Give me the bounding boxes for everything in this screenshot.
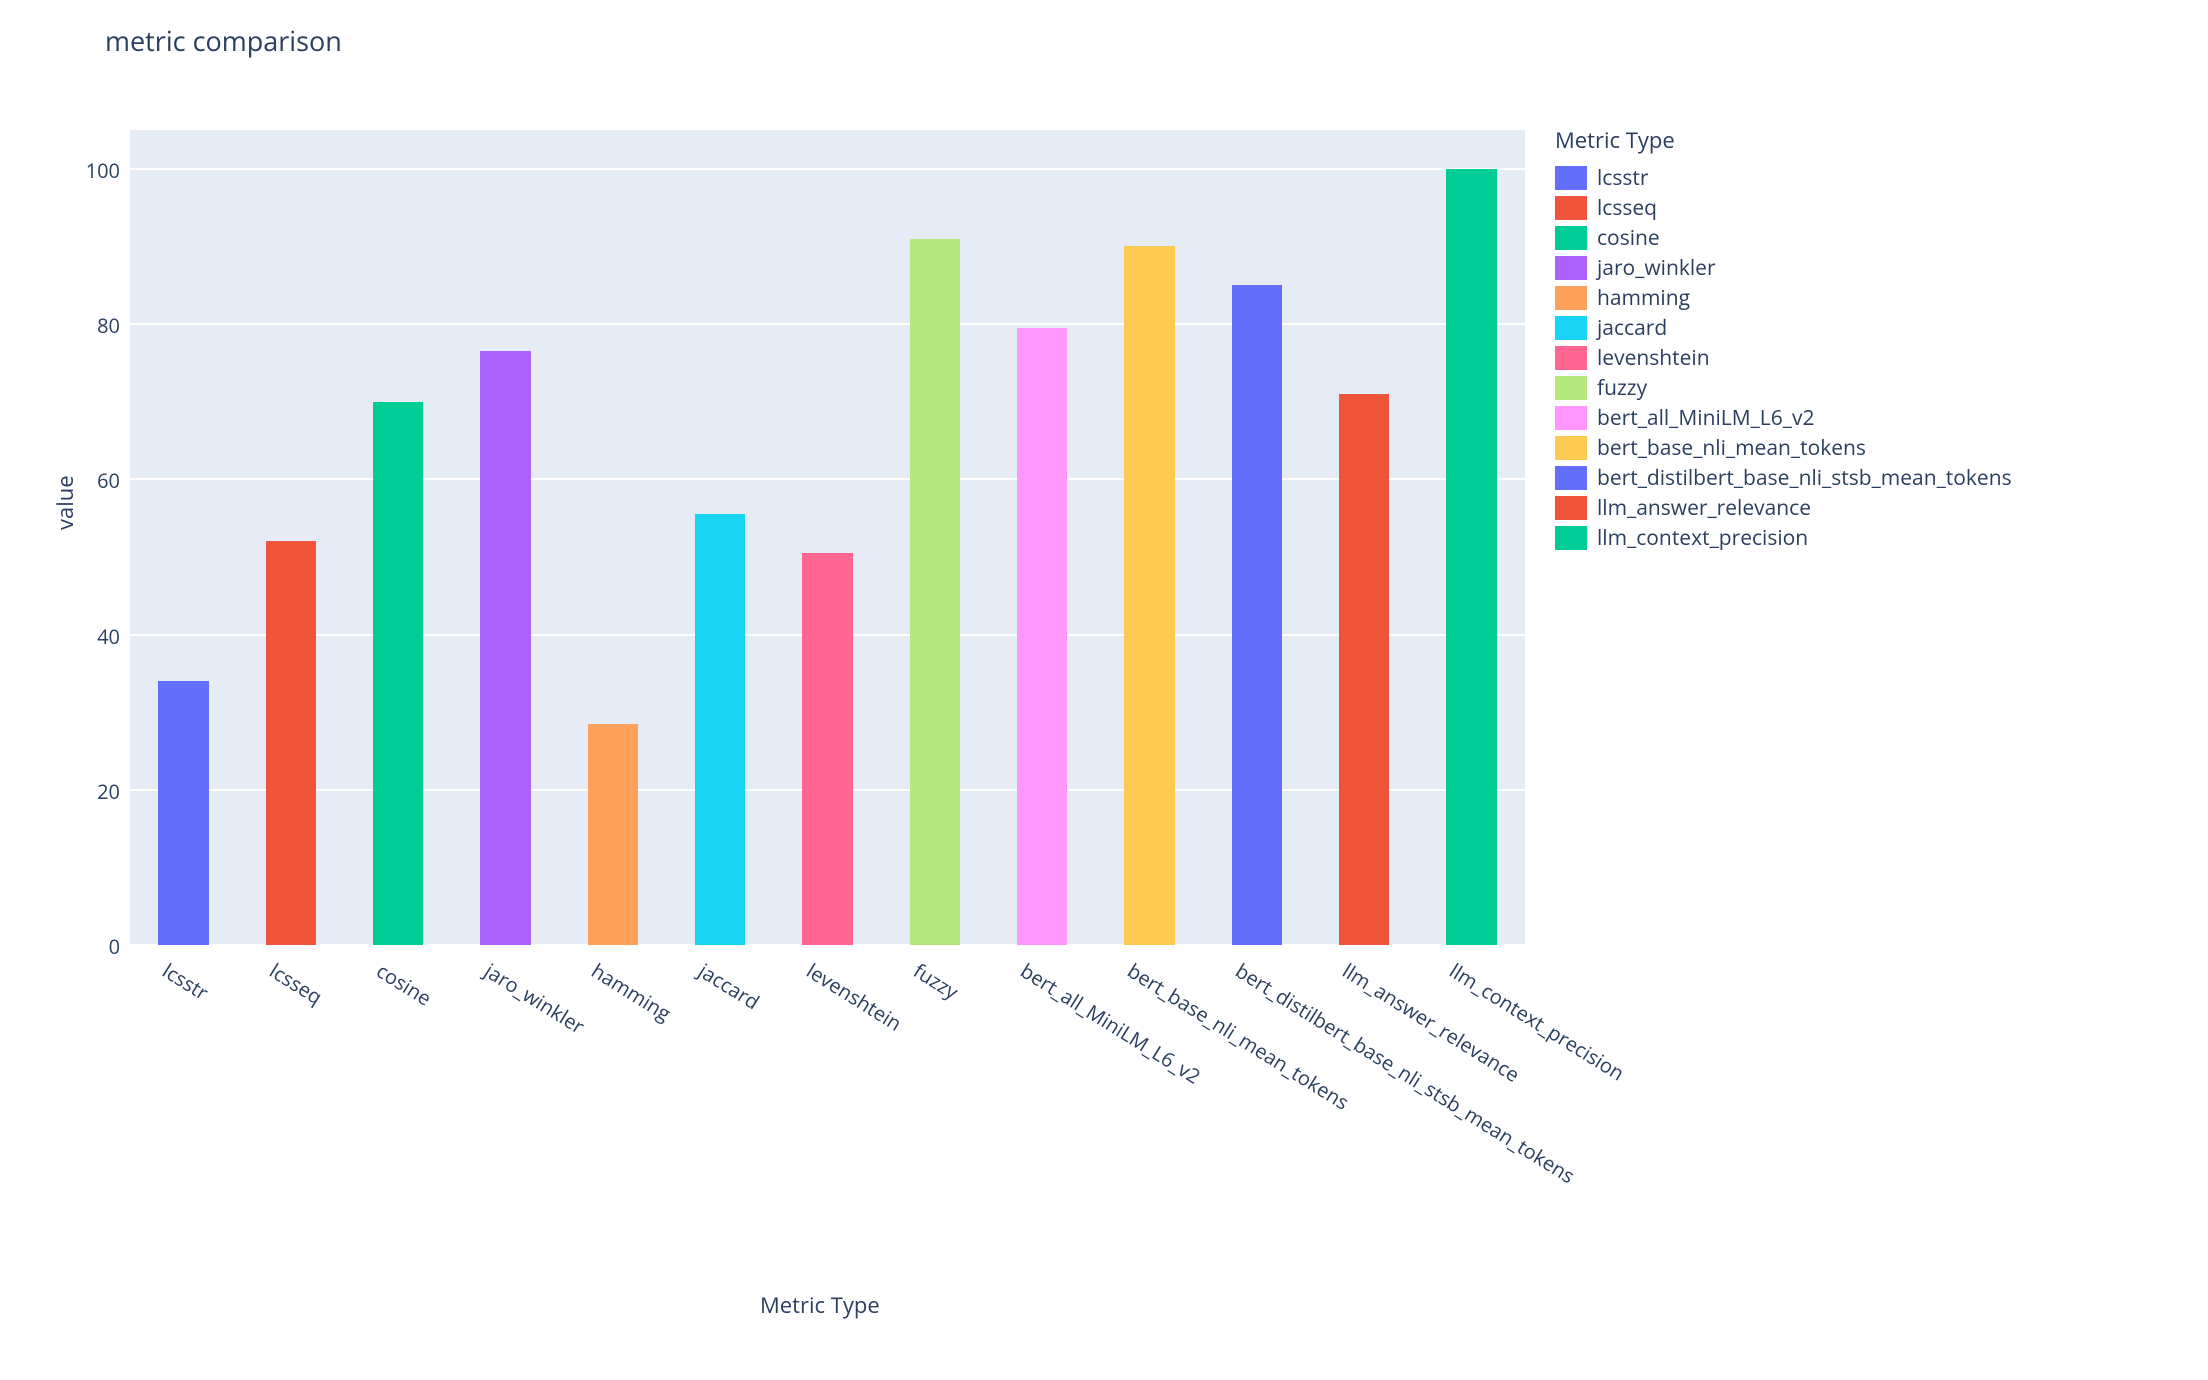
legend-label: cosine: [1597, 224, 1660, 252]
bar[interactable]: [1124, 246, 1174, 945]
x-tick-label: lcsseq: [265, 957, 328, 1010]
legend-item[interactable]: bert_all_MiniLM_L6_v2: [1555, 403, 2012, 433]
legend-item[interactable]: cosine: [1555, 223, 2012, 253]
legend-label: llm_answer_relevance: [1597, 494, 1811, 522]
legend-swatch: [1555, 466, 1587, 490]
x-tick-label: llm_context_precision: [1445, 957, 1630, 1086]
legend-swatch: [1555, 316, 1587, 340]
y-tick-label: 60: [40, 467, 120, 494]
y-tick-label: 20: [40, 778, 120, 805]
plot-area: [130, 130, 1525, 945]
legend-swatch: [1555, 526, 1587, 550]
gridline: [130, 323, 1525, 325]
legend-item[interactable]: bert_distilbert_base_nli_stsb_mean_token…: [1555, 463, 2012, 493]
bar[interactable]: [373, 402, 423, 945]
legend-label: hamming: [1597, 284, 1690, 312]
legend-swatch: [1555, 256, 1587, 280]
gridline: [130, 478, 1525, 480]
y-tick-label: 0: [40, 933, 120, 960]
x-tick-label: jaccard: [694, 957, 765, 1015]
legend-swatch: [1555, 196, 1587, 220]
legend-label: jaccard: [1597, 314, 1667, 342]
legend-item[interactable]: bert_base_nli_mean_tokens: [1555, 433, 2012, 463]
bar[interactable]: [1232, 285, 1282, 945]
legend-label: bert_base_nli_mean_tokens: [1597, 434, 1866, 462]
bar[interactable]: [158, 681, 208, 945]
legend-label: jaro_winkler: [1597, 254, 1716, 282]
x-tick-label: hamming: [587, 957, 676, 1027]
x-tick-label: cosine: [372, 957, 437, 1012]
legend-swatch: [1555, 406, 1587, 430]
x-tick-label: levenshtein: [801, 957, 906, 1037]
legend-swatch: [1555, 436, 1587, 460]
legend-label: lcsseq: [1597, 194, 1657, 222]
legend-swatch: [1555, 226, 1587, 250]
legend-swatch: [1555, 166, 1587, 190]
bar[interactable]: [1017, 328, 1067, 945]
legend-label: fuzzy: [1597, 374, 1647, 402]
bar[interactable]: [910, 239, 960, 945]
y-tick-label: 40: [40, 623, 120, 650]
x-tick-label: bert_all_MiniLM_L6_v2: [1016, 957, 1206, 1090]
legend-swatch: [1555, 376, 1587, 400]
x-tick-label: fuzzy: [908, 957, 963, 1005]
y-tick-label: 80: [40, 312, 120, 339]
gridline: [130, 168, 1525, 170]
legend-title: Metric Type: [1555, 125, 2012, 155]
legend-item[interactable]: llm_answer_relevance: [1555, 493, 2012, 523]
bar[interactable]: [802, 553, 852, 945]
bar[interactable]: [695, 514, 745, 945]
legend-item[interactable]: hamming: [1555, 283, 2012, 313]
bar[interactable]: [266, 541, 316, 945]
legend-item[interactable]: jaccard: [1555, 313, 2012, 343]
x-axis-title: Metric Type: [760, 1290, 880, 1320]
legend-label: llm_context_precision: [1597, 524, 1808, 552]
legend-item[interactable]: jaro_winkler: [1555, 253, 2012, 283]
legend-item[interactable]: lcsseq: [1555, 193, 2012, 223]
x-tick-label: jaro_winkler: [479, 957, 589, 1040]
bar[interactable]: [1446, 169, 1496, 945]
legend-item[interactable]: fuzzy: [1555, 373, 2012, 403]
legend-swatch: [1555, 286, 1587, 310]
legend-item[interactable]: levenshtein: [1555, 343, 2012, 373]
legend-swatch: [1555, 496, 1587, 520]
legend-label: lcsstr: [1597, 164, 1648, 192]
chart-title: metric comparison: [105, 22, 342, 59]
bar[interactable]: [1339, 394, 1389, 945]
legend-item[interactable]: llm_context_precision: [1555, 523, 2012, 553]
legend-label: levenshtein: [1597, 344, 1710, 372]
bar[interactable]: [588, 724, 638, 945]
bar[interactable]: [480, 351, 530, 945]
chart-container: metric comparison value Metric Type Metr…: [0, 0, 2208, 1380]
x-tick-label: lcsstr: [157, 957, 213, 1006]
legend-label: bert_all_MiniLM_L6_v2: [1597, 404, 1814, 432]
legend-swatch: [1555, 346, 1587, 370]
legend: Metric Type lcsstrlcsseqcosinejaro_winkl…: [1555, 125, 2012, 553]
x-tick-label: llm_answer_relevance: [1338, 957, 1525, 1088]
legend-item[interactable]: lcsstr: [1555, 163, 2012, 193]
y-tick-label: 100: [40, 157, 120, 184]
legend-label: bert_distilbert_base_nli_stsb_mean_token…: [1597, 464, 2012, 492]
